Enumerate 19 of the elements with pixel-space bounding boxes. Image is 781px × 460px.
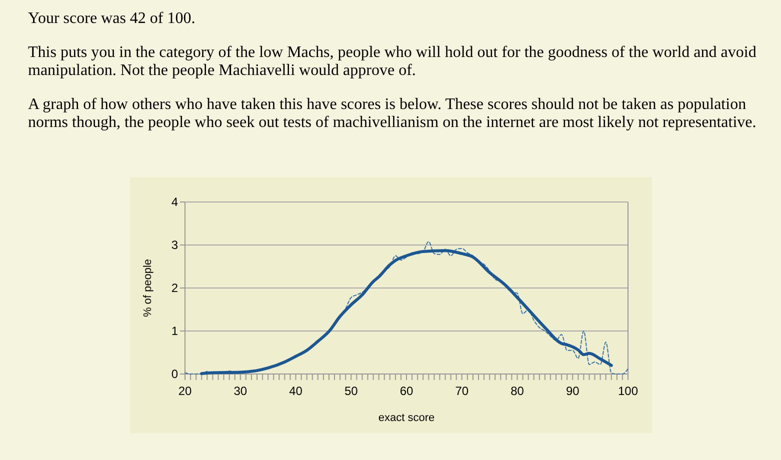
x-tick-label: 80 [510, 384, 524, 398]
y-tick-label: 0 [171, 367, 178, 381]
x-tick-label: 60 [400, 384, 414, 398]
x-tick-label: 40 [289, 384, 303, 398]
chart-title: Your score was 42 of 100. [28, 10, 196, 28]
x-tick-label: 70 [455, 384, 469, 398]
y-tick-label: 1 [171, 324, 178, 338]
y-axis-title: % of people [142, 258, 154, 318]
text: This puts you in the category of the low Machs, people who will hold out for the goodness of the world and avoid manipulation. Not the people Machiavelli would approve of. [28, 44, 758, 80]
y-tick-label: 2 [171, 281, 178, 295]
x-tick-label: 50 [344, 384, 358, 398]
x-tick-label: 90 [566, 384, 580, 398]
y-tick-label: 3 [171, 238, 178, 252]
x-tick-label: 30 [234, 384, 248, 398]
text: A graph of how others who have taken this have scores is below. These scores should not be taken as population norms though, the people who seek out tests of machivellianism on the internet are most likely not representative. [28, 96, 758, 132]
x-tick-label: 20 [178, 384, 192, 398]
x-tick-label: 100 [618, 384, 638, 398]
x-axis-title: exact score [378, 412, 435, 424]
y-tick-label: 4 [171, 195, 178, 209]
